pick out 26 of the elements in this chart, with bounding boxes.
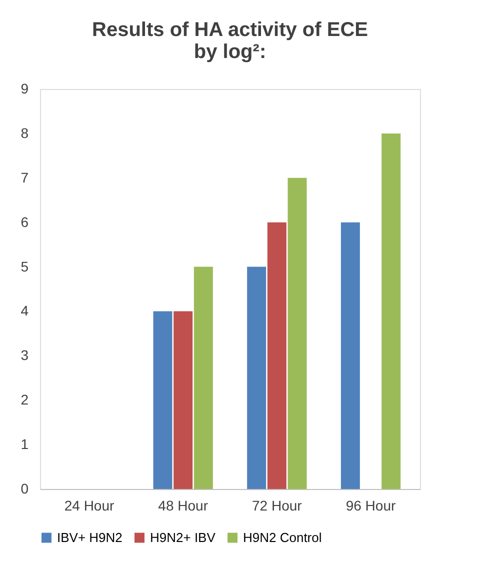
bar bbox=[267, 222, 286, 489]
bar bbox=[153, 311, 172, 489]
bar bbox=[340, 222, 360, 489]
bar bbox=[288, 178, 307, 489]
y-tick-label: 0 bbox=[20, 480, 29, 496]
x-tick-label: 96 Hour bbox=[346, 498, 396, 514]
bar bbox=[194, 266, 213, 489]
legend-label: H9N2+ IBV bbox=[150, 530, 216, 545]
y-tick-label: 8 bbox=[20, 124, 29, 141]
x-tick-label: 24 Hour bbox=[64, 498, 114, 514]
x-tick-label: 48 Hour bbox=[158, 498, 208, 514]
y-tick-label: 5 bbox=[20, 258, 29, 274]
y-tick-label: 1 bbox=[20, 436, 29, 452]
bar bbox=[247, 266, 266, 489]
y-tick-label: 9 bbox=[20, 80, 29, 96]
x-tick-label: 72 Hour bbox=[252, 498, 302, 514]
y-tick-label: 6 bbox=[20, 214, 29, 230]
y-tick-label: 7 bbox=[20, 169, 29, 186]
y-tick-label: 2 bbox=[20, 392, 29, 408]
y-tick-label: 4 bbox=[20, 302, 29, 319]
legend-label: H9N2 Control bbox=[243, 530, 322, 545]
y-tick-label: 3 bbox=[20, 347, 29, 364]
bar bbox=[382, 133, 401, 489]
chart-title: Results of HA activity of ECE by log²: bbox=[92, 19, 368, 63]
bar bbox=[174, 311, 193, 489]
legend-label: IBV+ H9N2 bbox=[57, 530, 122, 545]
